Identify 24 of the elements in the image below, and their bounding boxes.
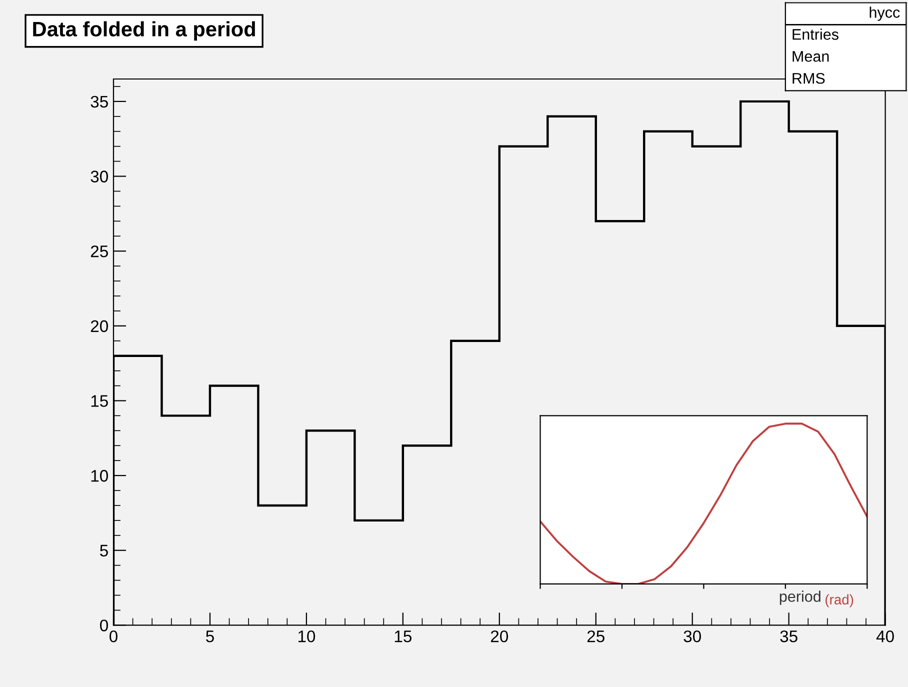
x-tick-label: 0 — [110, 630, 118, 642]
x-tick-label: 20 — [490, 630, 508, 642]
annotation: (rad) — [826, 594, 854, 608]
x-axis-title: period — [780, 590, 820, 605]
x-tick-label: 25 — [587, 630, 604, 642]
y-tick-label: 35 — [90, 96, 108, 108]
x-tick-label: 5 — [206, 630, 214, 642]
text: Entries — [792, 28, 838, 40]
x-tick-label: 15 — [394, 630, 412, 642]
x-tick-label: 10 — [298, 630, 316, 642]
y-tick-label: 15 — [91, 395, 108, 407]
text: hycc — [870, 6, 900, 21]
text: Mean — [792, 51, 829, 62]
y-tick-label: 30 — [90, 170, 108, 182]
y-tick-label: 20 — [90, 320, 108, 332]
y-tick-label: 25 — [90, 245, 108, 258]
y-tick-label: 10 — [91, 470, 108, 482]
x-tick-label: 40 — [876, 630, 894, 642]
chart-title: Data folded in a period — [33, 21, 255, 41]
x-tick-label: 35 — [780, 630, 798, 642]
y-tick-label: 5 — [100, 544, 108, 557]
annotation: RMS — [792, 72, 825, 84]
y-tick-label: 0 — [100, 620, 108, 632]
x-tick-label: 30 — [684, 630, 701, 642]
